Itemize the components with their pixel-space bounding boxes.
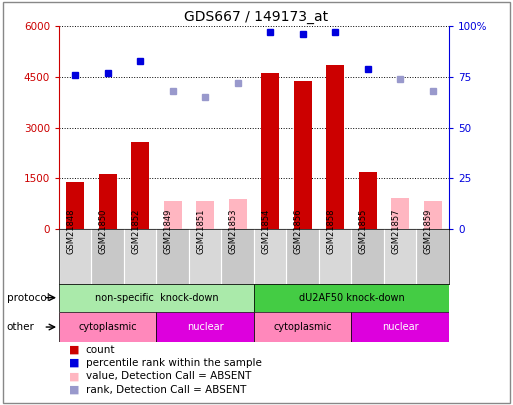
- Text: ■: ■: [69, 358, 80, 368]
- Text: ■: ■: [69, 345, 80, 354]
- Text: GSM21848: GSM21848: [66, 209, 75, 254]
- Bar: [254, 312, 351, 342]
- Bar: [156, 312, 254, 342]
- Text: nuclear: nuclear: [187, 322, 224, 332]
- Bar: [131, 142, 149, 229]
- Text: GSM21851: GSM21851: [196, 209, 205, 254]
- Bar: [229, 199, 247, 229]
- Bar: [391, 198, 409, 229]
- Bar: [99, 174, 116, 229]
- Text: percentile rank within the sample: percentile rank within the sample: [86, 358, 262, 368]
- Text: dU2AF50 knock-down: dU2AF50 knock-down: [299, 293, 404, 303]
- Text: GSM21854: GSM21854: [261, 209, 270, 254]
- Bar: [196, 201, 214, 229]
- Bar: [164, 201, 182, 229]
- Bar: [59, 229, 91, 284]
- Text: GSM21857: GSM21857: [391, 209, 400, 254]
- Bar: [66, 182, 84, 229]
- Text: value, Detection Call = ABSENT: value, Detection Call = ABSENT: [86, 371, 251, 381]
- Text: GSM21849: GSM21849: [164, 209, 173, 254]
- Text: non-specific  knock-down: non-specific knock-down: [95, 293, 218, 303]
- Text: other: other: [7, 322, 34, 332]
- Text: protocol: protocol: [7, 293, 49, 303]
- Text: GSM21856: GSM21856: [293, 209, 303, 254]
- Bar: [254, 284, 449, 312]
- Text: GSM21855: GSM21855: [359, 209, 368, 254]
- Bar: [294, 81, 311, 229]
- Bar: [351, 312, 449, 342]
- Bar: [359, 172, 377, 229]
- Bar: [189, 229, 222, 284]
- Text: cytoplasmic: cytoplasmic: [273, 322, 332, 332]
- Bar: [254, 229, 286, 284]
- Bar: [59, 284, 254, 312]
- Text: cytoplasmic: cytoplasmic: [78, 322, 137, 332]
- Bar: [124, 229, 156, 284]
- Text: rank, Detection Call = ABSENT: rank, Detection Call = ABSENT: [86, 385, 246, 394]
- Text: GSM21853: GSM21853: [229, 209, 238, 254]
- Bar: [424, 201, 442, 229]
- Text: ■: ■: [69, 385, 80, 394]
- Text: GDS667 / 149173_at: GDS667 / 149173_at: [185, 10, 328, 24]
- Text: GSM21852: GSM21852: [131, 209, 140, 254]
- Bar: [59, 312, 156, 342]
- Bar: [319, 229, 351, 284]
- Text: nuclear: nuclear: [382, 322, 419, 332]
- Text: GSM21859: GSM21859: [424, 209, 432, 254]
- Bar: [326, 65, 344, 229]
- Bar: [261, 73, 279, 229]
- Text: GSM21850: GSM21850: [98, 209, 108, 254]
- Bar: [384, 229, 417, 284]
- Text: GSM21858: GSM21858: [326, 209, 335, 254]
- Text: ■: ■: [69, 371, 80, 381]
- Text: count: count: [86, 345, 115, 354]
